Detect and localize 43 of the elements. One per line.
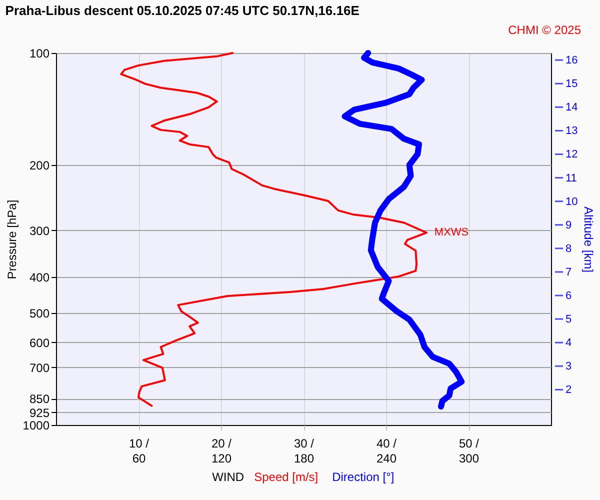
x2-tick-label: 300 [458,452,480,466]
y-tick-label: 700 [29,360,50,375]
y-axis-title: Pressure [hPa] [4,200,19,280]
x-tick-label: 10 / [128,436,150,450]
chart-title: Praha-Libus descent 05.10.2025 07:45 UTC 50.17N,16.16E [5,3,360,18]
y2-tick-label: 16 [566,54,578,67]
y2-tick-label: 6 [566,290,572,302]
y2-tick-label: 5 [566,314,572,326]
x2-tick-label: 60 [132,452,146,466]
y-tick-label: 300 [29,224,50,238]
y2-tick-label: 7 [566,266,572,278]
y-tick-label: 100 [29,46,50,60]
x2-axis-title: Direction [°] [332,470,394,484]
x2-tick-label: 180 [294,452,314,466]
y2-tick-label: 14 [566,102,578,114]
y-tick-label: 200 [29,158,50,172]
y2-tick-label: 10 [566,196,578,208]
y2-tick-label: 3 [566,360,572,373]
y-tick-label: 925 [29,406,50,420]
y2-tick-label: 12 [566,148,578,161]
x-tick-label: 30 / [294,436,315,450]
y-tick-label: 500 [29,306,50,321]
y2-tick-label: 8 [566,242,572,255]
annotation: MXWS [434,226,469,239]
text: CHMI © 2025 [508,23,582,37]
y2-tick-label: 9 [566,219,572,232]
y-tick-label: 850 [29,392,50,406]
y2-tick-label: 11 [566,172,577,184]
x-axis-title: Speed [m/s] [254,470,318,484]
x-tick-label: 20 / [211,436,232,450]
y-tick-label: 600 [29,336,50,350]
y2-tick-label: 2 [566,384,572,396]
x2-tick-label: 120 [211,452,232,466]
y2-tick-label: 15 [566,78,578,90]
text: WIND [212,470,244,484]
y-tick-label: 400 [29,270,50,284]
x2-tick-label: 240 [376,452,397,466]
x-tick-label: 50 / [458,436,480,450]
y-tick-label: 1000 [22,418,50,432]
y2-axis-title: Altitude [km] [582,206,596,273]
x-tick-label: 40 / [376,436,398,450]
y2-tick-label: 4 [566,337,572,350]
y2-tick-label: 13 [566,125,578,138]
